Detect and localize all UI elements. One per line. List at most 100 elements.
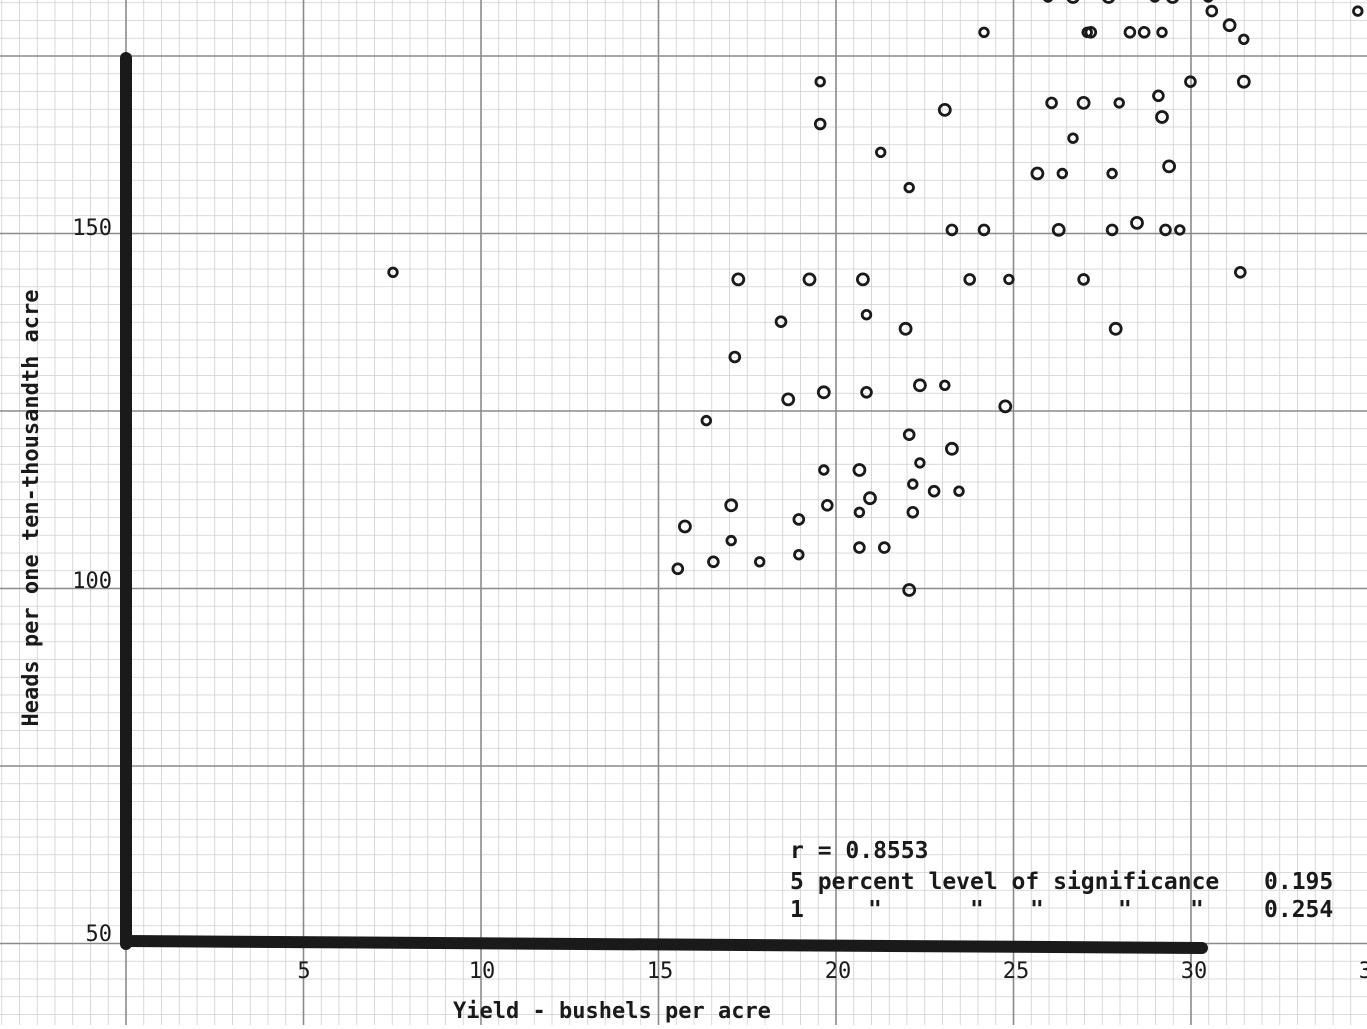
- data-points: [387, 0, 1364, 597]
- data-point: [1152, 89, 1165, 103]
- correlation-label: r = 0.8553: [790, 838, 928, 864]
- data-point: [1205, 4, 1219, 18]
- data-point: [678, 519, 692, 534]
- data-point: [1123, 25, 1137, 39]
- ditto-mark: ": [868, 897, 882, 923]
- ditto-mark: ": [1030, 897, 1044, 923]
- data-point: [814, 75, 826, 88]
- data-point: [953, 485, 965, 497]
- data-point: [939, 379, 951, 392]
- data-point: [914, 457, 926, 469]
- data-point: [1030, 166, 1045, 181]
- data-point: [1067, 132, 1079, 144]
- data-point: [877, 541, 891, 554]
- data-point: [1222, 18, 1237, 33]
- data-point: [1155, 110, 1169, 124]
- data-point: [852, 463, 867, 477]
- data-point: [860, 385, 873, 399]
- data-point: [728, 350, 742, 364]
- data-point: [875, 146, 887, 159]
- data-point: [1043, 0, 1053, 3]
- x-tick-label: 15: [647, 959, 674, 984]
- data-point: [978, 26, 990, 39]
- data-point: [1045, 96, 1058, 110]
- y-tick-label: 100: [72, 569, 112, 594]
- data-point: [1102, 0, 1115, 4]
- data-point: [1106, 167, 1118, 180]
- y-tick-labels: 50100150200250300: [72, 216, 113, 947]
- data-point: [913, 378, 927, 393]
- data-point: [1076, 96, 1091, 110]
- data-point: [1003, 273, 1015, 286]
- data-point: [1156, 26, 1168, 39]
- data-point: [1113, 97, 1125, 109]
- data-point: [945, 441, 959, 456]
- data-point: [1105, 223, 1119, 237]
- data-point: [945, 223, 959, 237]
- data-point: [754, 556, 766, 568]
- data-point: [856, 272, 870, 287]
- data-point: [1084, 25, 1098, 39]
- data-point: [860, 309, 873, 321]
- data-point: [1203, 0, 1214, 3]
- data-point: [816, 385, 831, 400]
- data-point: [1236, 74, 1251, 89]
- data-point: [963, 273, 976, 286]
- data-point: [818, 464, 830, 476]
- data-point: [937, 103, 952, 117]
- significance-5-value: 0.195: [1264, 869, 1333, 895]
- data-point: [1174, 224, 1186, 236]
- x-tick-label: 5: [297, 959, 310, 984]
- significance-5-label: 5 percent level of significance: [790, 869, 1219, 895]
- data-point: [1238, 33, 1250, 46]
- data-point: [1234, 265, 1247, 279]
- data-point: [731, 272, 746, 287]
- ditto-mark: ": [1190, 897, 1204, 923]
- data-point: [774, 315, 788, 329]
- data-point: [853, 541, 866, 554]
- x-axis-line: [120, 935, 1208, 954]
- ditto-mark: ": [970, 897, 984, 923]
- data-point: [725, 534, 737, 547]
- data-point: [902, 583, 917, 597]
- significance-1-value: 0.254: [1264, 897, 1333, 923]
- data-point: [1108, 321, 1123, 336]
- data-point: [1130, 215, 1144, 230]
- data-point: [863, 491, 877, 506]
- y-axis-title: Heads per one ten-thousandth acre: [19, 289, 44, 726]
- data-point: [902, 428, 916, 442]
- x-axis-title: Yield - bushels per acre: [453, 999, 771, 1024]
- data-point: [903, 181, 915, 194]
- data-point: [898, 321, 913, 336]
- data-point: [700, 414, 713, 427]
- x-tick-label: 20: [825, 959, 852, 984]
- significance-1-label: 1: [790, 897, 804, 923]
- data-point: [1077, 273, 1090, 286]
- data-point: [707, 555, 720, 569]
- data-point: [927, 484, 941, 498]
- data-point: [671, 562, 685, 576]
- data-point: [793, 549, 805, 561]
- data-point: [813, 117, 827, 131]
- data-point: [1137, 25, 1151, 39]
- data-point: [906, 505, 920, 519]
- data-point: [1056, 167, 1069, 180]
- x-tick-label: 30: [1181, 959, 1208, 984]
- data-point: [802, 272, 817, 287]
- data-point: [724, 498, 739, 513]
- x-tick-label: 25: [1003, 959, 1030, 984]
- data-point: [1184, 75, 1197, 88]
- data-point: [792, 513, 806, 526]
- data-point: [1166, 0, 1179, 4]
- data-point: [387, 266, 399, 279]
- data-point: [820, 498, 834, 512]
- x-tick-labels: 5101520253035404550: [297, 959, 1367, 984]
- data-point: [998, 399, 1013, 414]
- ditto-mark: ": [1118, 897, 1132, 923]
- data-point: [977, 223, 991, 237]
- y-tick-label: 50: [86, 922, 113, 947]
- y-tick-label: 150: [72, 216, 112, 241]
- data-point: [853, 506, 866, 519]
